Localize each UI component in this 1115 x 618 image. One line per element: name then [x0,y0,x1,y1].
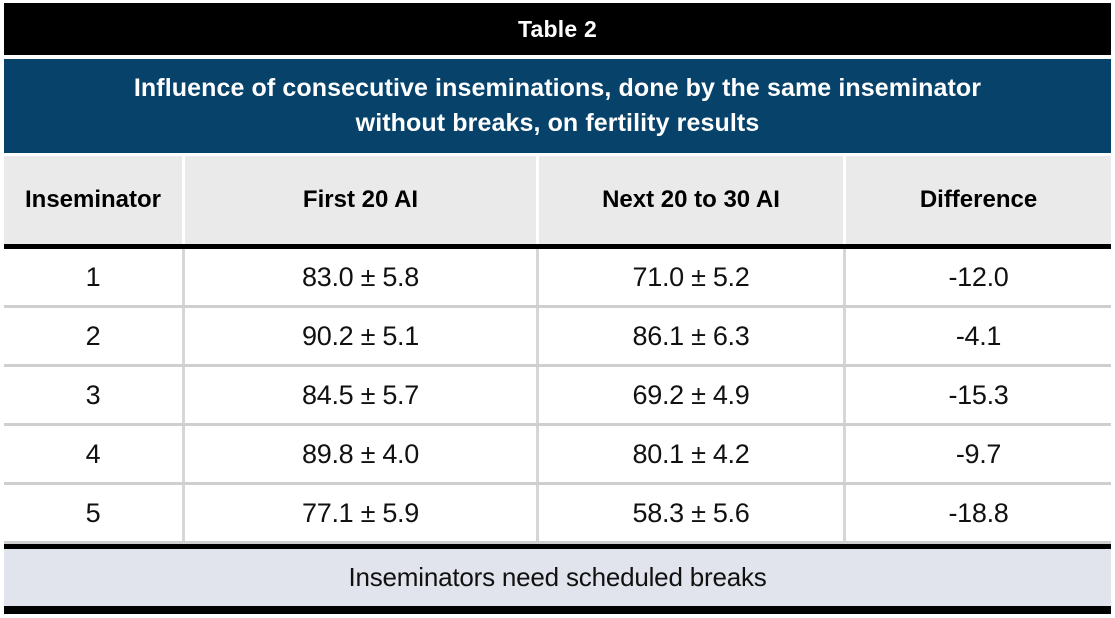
column-header-first-20-ai: First 20 AI [182,156,536,244]
table-cell-inseminator: 1 [85,261,101,292]
table-subtitle-line1: Influence of consecutive inseminations, … [133,74,982,102]
table-footer-note: Inseminators need scheduled breaks [348,562,767,592]
table-footer-band: Inseminators need scheduled breaks [4,544,1111,614]
table-cell-inseminator: 4 [85,438,101,469]
table-cell-first-20-ai: 83.0 ± 5.8 [182,249,536,305]
table-cell-first-20-ai: 77.1 ± 5.9 [182,485,536,541]
table-cell-difference: -15.3 [843,367,1111,423]
table-cell-difference: -12.0 [843,249,1111,305]
table-cell-first-20-ai: 89.8 ± 4.0 [182,426,536,482]
table-row: 3 84.5 ± 5.7 69.2 ± 4.9 -15.3 [4,367,1111,426]
table-header-row: Inseminator First 20 AI Next 20 to 30 AI… [4,156,1111,249]
table-cell-difference: -4.1 [843,308,1111,364]
table-subtitle-line2: without breaks, on fertility results [355,109,760,137]
table-row: 1 83.0 ± 5.8 71.0 ± 5.2 -12.0 [4,249,1111,308]
table-row: 5 77.1 ± 5.9 58.3 ± 5.6 -18.8 [4,485,1111,544]
table-cell-first-20-ai: 84.5 ± 5.7 [182,367,536,423]
column-header-next-20-to-30-ai: Next 20 to 30 AI [536,156,843,244]
table-cell-next-20-to-30-ai: 71.0 ± 5.2 [536,249,843,305]
table-cell-difference: -9.7 [843,426,1111,482]
table-cell-next-20-to-30-ai: 86.1 ± 6.3 [536,308,843,364]
table-cell-difference: -18.8 [843,485,1111,541]
table-cell-inseminator: 2 [85,320,101,351]
data-table: Table 2 Influence of consecutive insemin… [4,3,1111,614]
table-row: 4 89.8 ± 4.0 80.1 ± 4.2 -9.7 [4,426,1111,485]
column-header-difference: Difference [843,156,1111,244]
column-header-inseminator: Inseminator [24,186,162,213]
table-title-band: Table 2 [4,3,1111,55]
table-subtitle-band: Influence of consecutive inseminations, … [4,59,1111,153]
table-cell-inseminator: 3 [85,379,101,410]
table-cell-next-20-to-30-ai: 80.1 ± 4.2 [536,426,843,482]
table-row: 2 90.2 ± 5.1 86.1 ± 6.3 -4.1 [4,308,1111,367]
table-cell-next-20-to-30-ai: 58.3 ± 5.6 [536,485,843,541]
table-title: Table 2 [518,15,597,42]
table-cell-first-20-ai: 90.2 ± 5.1 [182,308,536,364]
table-cell-next-20-to-30-ai: 69.2 ± 4.9 [536,367,843,423]
table-cell-inseminator: 5 [85,497,101,528]
